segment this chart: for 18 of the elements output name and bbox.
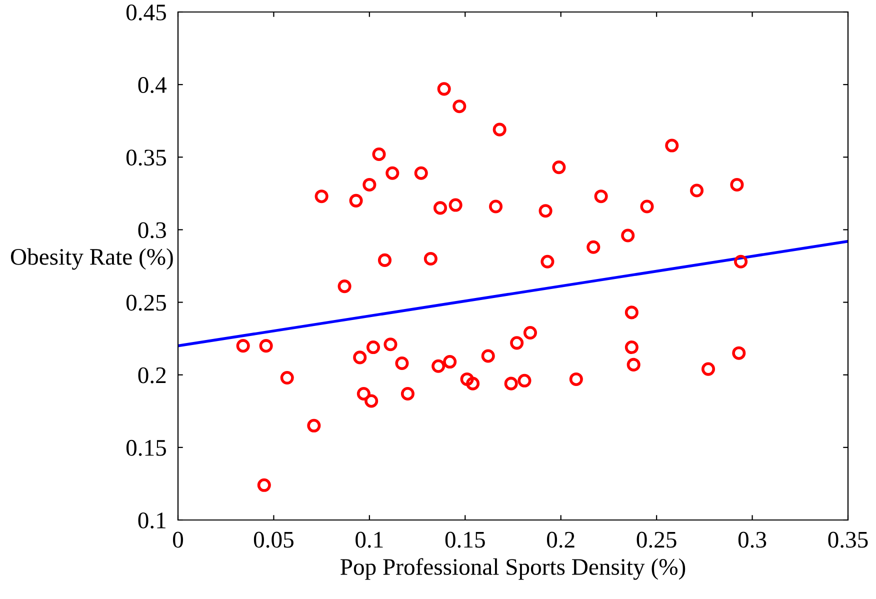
x-tick-label: 0	[172, 532, 184, 548]
y-tick-label: 0.1	[138, 512, 166, 529]
y-tick-label: 0.3	[138, 222, 166, 238]
y-tick-label: 0.45	[126, 4, 166, 21]
y-tick-label: 0.35	[126, 150, 166, 166]
x-tick-label: 0.2	[547, 532, 574, 548]
y-tick-label: 0.25	[126, 294, 166, 311]
y-tick-label: 0.4	[138, 77, 167, 94]
x-tick-label: 0.35	[828, 532, 868, 548]
y-tick-label: 0.15	[126, 440, 166, 456]
x-tick-label: 0.3	[738, 532, 766, 548]
x-tick-label: 0.1	[356, 532, 383, 548]
y-axis-title: Obesity Rate (%)	[10, 248, 173, 270]
x-tick-label: 0.05	[254, 532, 294, 548]
x-tick-label: 0.15	[445, 532, 485, 548]
x-tick-label: 0.25	[636, 532, 676, 548]
y-tick-label: 0.2	[138, 367, 166, 384]
x-axis-title: Pop Professional Sports Density (%)	[340, 558, 686, 580]
